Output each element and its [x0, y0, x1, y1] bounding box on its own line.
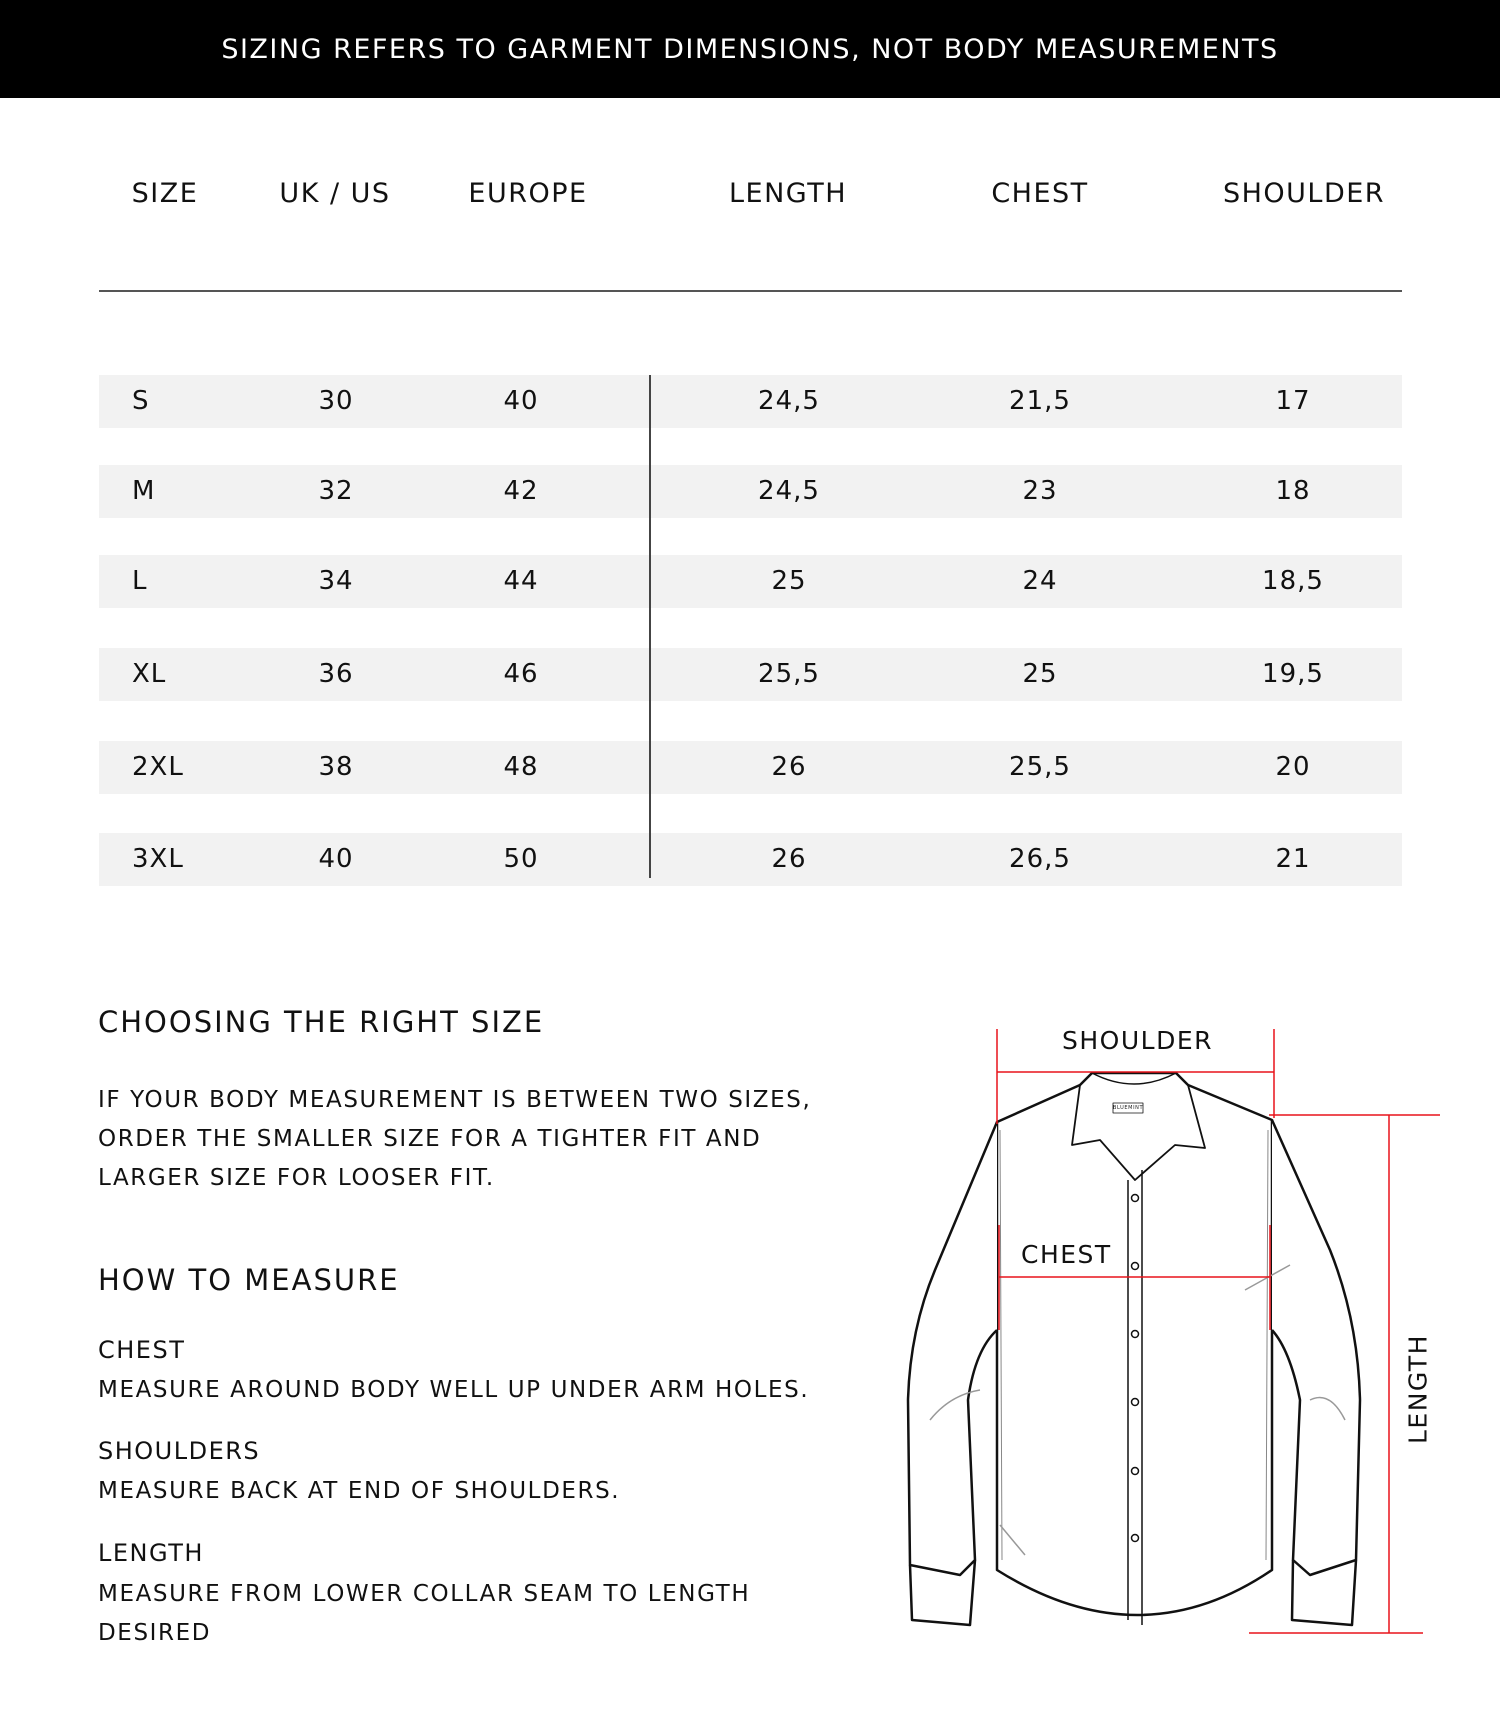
brand-tag-icon — [1112, 1102, 1144, 1114]
cell-europe: 50 — [503, 844, 539, 874]
chest-title: CHEST — [98, 1336, 186, 1364]
button-icon — [1130, 1397, 1140, 1407]
cell-shoulder: 17 — [1275, 386, 1311, 416]
length-text: MEASURE FROM LOWER COLLAR SEAM TO LENGTH… — [98, 1575, 878, 1653]
shoulders-text: MEASURE BACK AT END OF SHOULDERS. — [98, 1478, 621, 1504]
length-measure-line — [1249, 1114, 1440, 1634]
cell-size: XL — [132, 659, 167, 689]
choosing-text: IF YOUR BODY MEASUREMENT IS BETWEEN TWO … — [98, 1081, 878, 1198]
table-row — [99, 741, 1402, 794]
cell-europe: 46 — [503, 659, 539, 689]
choosing-line: ORDER THE SMALLER SIZE FOR A TIGHTER FIT… — [98, 1126, 762, 1152]
cell-length: 25,5 — [758, 659, 820, 689]
cell-chest: 23 — [1022, 476, 1058, 506]
cell-length: 26 — [771, 752, 807, 782]
notice-banner: SIZING REFERS TO GARMENT DIMENSIONS, NOT… — [0, 0, 1500, 98]
cell-length: 26 — [771, 844, 807, 874]
table-row — [99, 648, 1402, 701]
cell-length: 24,5 — [758, 476, 820, 506]
cell-uk-us: 34 — [318, 566, 354, 596]
banner-text: SIZING REFERS TO GARMENT DIMENSIONS, NOT… — [221, 33, 1279, 65]
header-uk-us: UK / US — [279, 178, 391, 209]
choosing-title: CHOOSING THE RIGHT SIZE — [98, 1005, 545, 1039]
cell-shoulder: 18,5 — [1262, 566, 1324, 596]
collar — [1071, 1084, 1206, 1181]
header-size: SIZE — [131, 178, 199, 209]
cell-size: M — [132, 476, 156, 506]
cell-shoulder: 18 — [1275, 476, 1311, 506]
placket — [1127, 1170, 1143, 1625]
length-title: LENGTH — [98, 1539, 204, 1567]
shoulder-label: SHOULDER — [1062, 1026, 1213, 1055]
button-icon — [1130, 1466, 1140, 1476]
header-chest: CHEST — [991, 178, 1089, 209]
table-row — [99, 375, 1402, 428]
column-divider — [649, 375, 651, 878]
brand-tag-text: BLUEMINT — [1113, 1105, 1144, 1111]
button-icon — [1130, 1329, 1140, 1339]
cell-length: 25 — [771, 566, 807, 596]
cell-uk-us: 40 — [318, 844, 354, 874]
right-cuff — [1290, 1559, 1358, 1627]
button-icon — [1130, 1193, 1140, 1203]
right-sleeve — [1270, 1119, 1362, 1577]
cell-size: 2XL — [132, 752, 184, 782]
left-cuff — [908, 1559, 977, 1627]
table-row — [99, 833, 1402, 886]
cell-size: S — [132, 386, 150, 416]
cell-europe: 48 — [503, 752, 539, 782]
cell-europe: 44 — [503, 566, 539, 596]
button-icon — [1130, 1533, 1140, 1543]
table-row — [99, 465, 1402, 518]
cell-shoulder: 21 — [1275, 844, 1311, 874]
cell-shoulder: 19,5 — [1262, 659, 1324, 689]
cell-chest: 26,5 — [1009, 844, 1071, 874]
chest-text: MEASURE AROUND BODY WELL UP UNDER ARM HO… — [98, 1377, 810, 1403]
header-europe: EUROPE — [468, 178, 588, 209]
header-divider — [99, 290, 1402, 292]
cell-chest: 25 — [1022, 659, 1058, 689]
chest-measure-line — [998, 1225, 1271, 1330]
cell-length: 24,5 — [758, 386, 820, 416]
table-row — [99, 555, 1402, 608]
cell-size: L — [132, 566, 148, 596]
cell-uk-us: 38 — [318, 752, 354, 782]
button-icon — [1130, 1261, 1140, 1271]
cell-size: 3XL — [132, 844, 184, 874]
chest-label: CHEST — [1021, 1240, 1112, 1269]
header-length: LENGTH — [728, 178, 848, 209]
cell-chest: 21,5 — [1009, 386, 1071, 416]
length-label: LENGTH — [1403, 1334, 1433, 1444]
shoulder-measure-line — [996, 1029, 1275, 1124]
length-line: DESIRED — [98, 1620, 212, 1646]
cell-chest: 25,5 — [1009, 752, 1071, 782]
buttons — [1130, 1193, 1140, 1543]
measure-lines — [996, 1029, 1440, 1634]
left-sleeve — [906, 1121, 999, 1577]
shoulders-title: SHOULDERS — [98, 1437, 261, 1465]
cell-uk-us: 36 — [318, 659, 354, 689]
shirt-illustration — [906, 1071, 1362, 1627]
cell-uk-us: 30 — [318, 386, 354, 416]
choosing-line: LARGER SIZE FOR LOOSER FIT. — [98, 1165, 495, 1191]
shirt-body — [995, 1071, 1274, 1617]
cell-europe: 42 — [503, 476, 539, 506]
header-shoulder: SHOULDER — [1222, 178, 1386, 209]
measure-title: HOW TO MEASURE — [98, 1263, 400, 1297]
cell-europe: 40 — [503, 386, 539, 416]
cell-chest: 24 — [1022, 566, 1058, 596]
length-line: MEASURE FROM LOWER COLLAR SEAM TO LENGTH — [98, 1581, 751, 1607]
choosing-line: IF YOUR BODY MEASUREMENT IS BETWEEN TWO … — [98, 1087, 812, 1113]
cell-shoulder: 20 — [1275, 752, 1311, 782]
cell-uk-us: 32 — [318, 476, 354, 506]
